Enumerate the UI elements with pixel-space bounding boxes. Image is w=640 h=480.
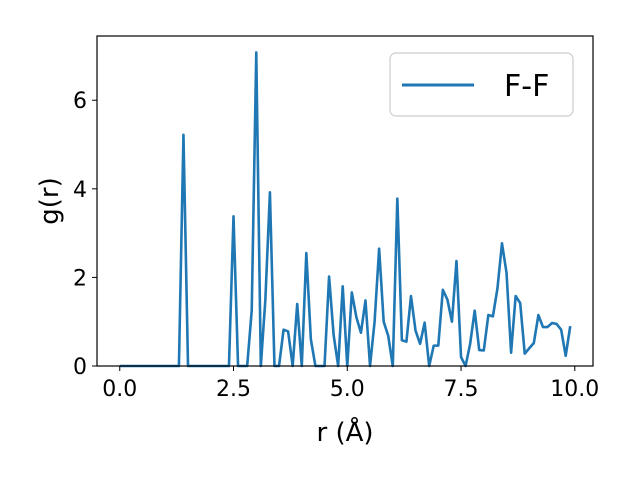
- y-tick-label: 0: [73, 355, 87, 380]
- x-tick-label: 2.5: [216, 377, 251, 402]
- y-tick-label: 4: [73, 178, 87, 203]
- y-tick-label: 6: [73, 89, 87, 114]
- plot-frame: [96, 35, 594, 367]
- y-axis-label: g(r): [35, 177, 65, 224]
- legend: F-F: [389, 52, 574, 117]
- x-tick-label: 10.0: [550, 377, 599, 402]
- legend-label-ff: F-F: [504, 69, 549, 104]
- x-tick-label: 5.0: [330, 377, 365, 402]
- y-tick-label: 2: [73, 266, 87, 291]
- x-tick-label: 0.0: [102, 377, 137, 402]
- x-axis-label: r (Å): [316, 416, 373, 448]
- x-tick-label: 7.5: [444, 377, 479, 402]
- legend-box: [389, 52, 574, 117]
